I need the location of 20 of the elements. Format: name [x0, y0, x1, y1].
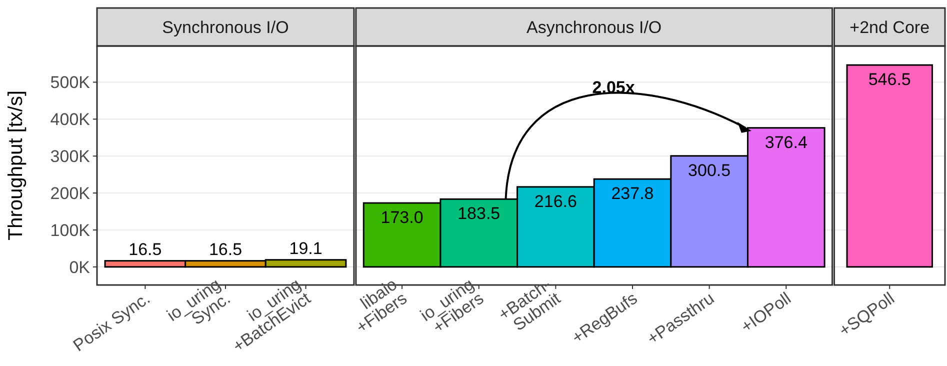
chart-title: Synchronous I/O: [162, 18, 289, 37]
data-label: 237.8: [611, 184, 654, 204]
data-label: 173.0: [380, 208, 424, 227]
data-label: 300.5: [688, 160, 731, 180]
chart-title: Asynchronous I/O: [526, 18, 662, 37]
data-label: 216.6: [534, 192, 577, 211]
y-axis-title: Throughput [tx/s]: [5, 90, 27, 241]
data-label: 376.4: [764, 132, 808, 152]
data-label: 546.5: [868, 70, 911, 90]
data-label: 16.5: [128, 240, 162, 259]
data-label: 19.1: [289, 238, 322, 258]
y-tick-label: 200K: [50, 184, 91, 204]
data-label: 183.5: [458, 204, 500, 224]
y-tick-label: 300K: [50, 147, 91, 166]
y-tick-label: 0K: [69, 258, 91, 277]
chart-title: +2nd Core: [850, 18, 930, 37]
data-label: 16.5: [208, 240, 242, 259]
y-tick-label: 500K: [50, 73, 91, 92]
y-tick-label: 400K: [50, 110, 91, 130]
y-tick-label: 100K: [50, 220, 91, 240]
